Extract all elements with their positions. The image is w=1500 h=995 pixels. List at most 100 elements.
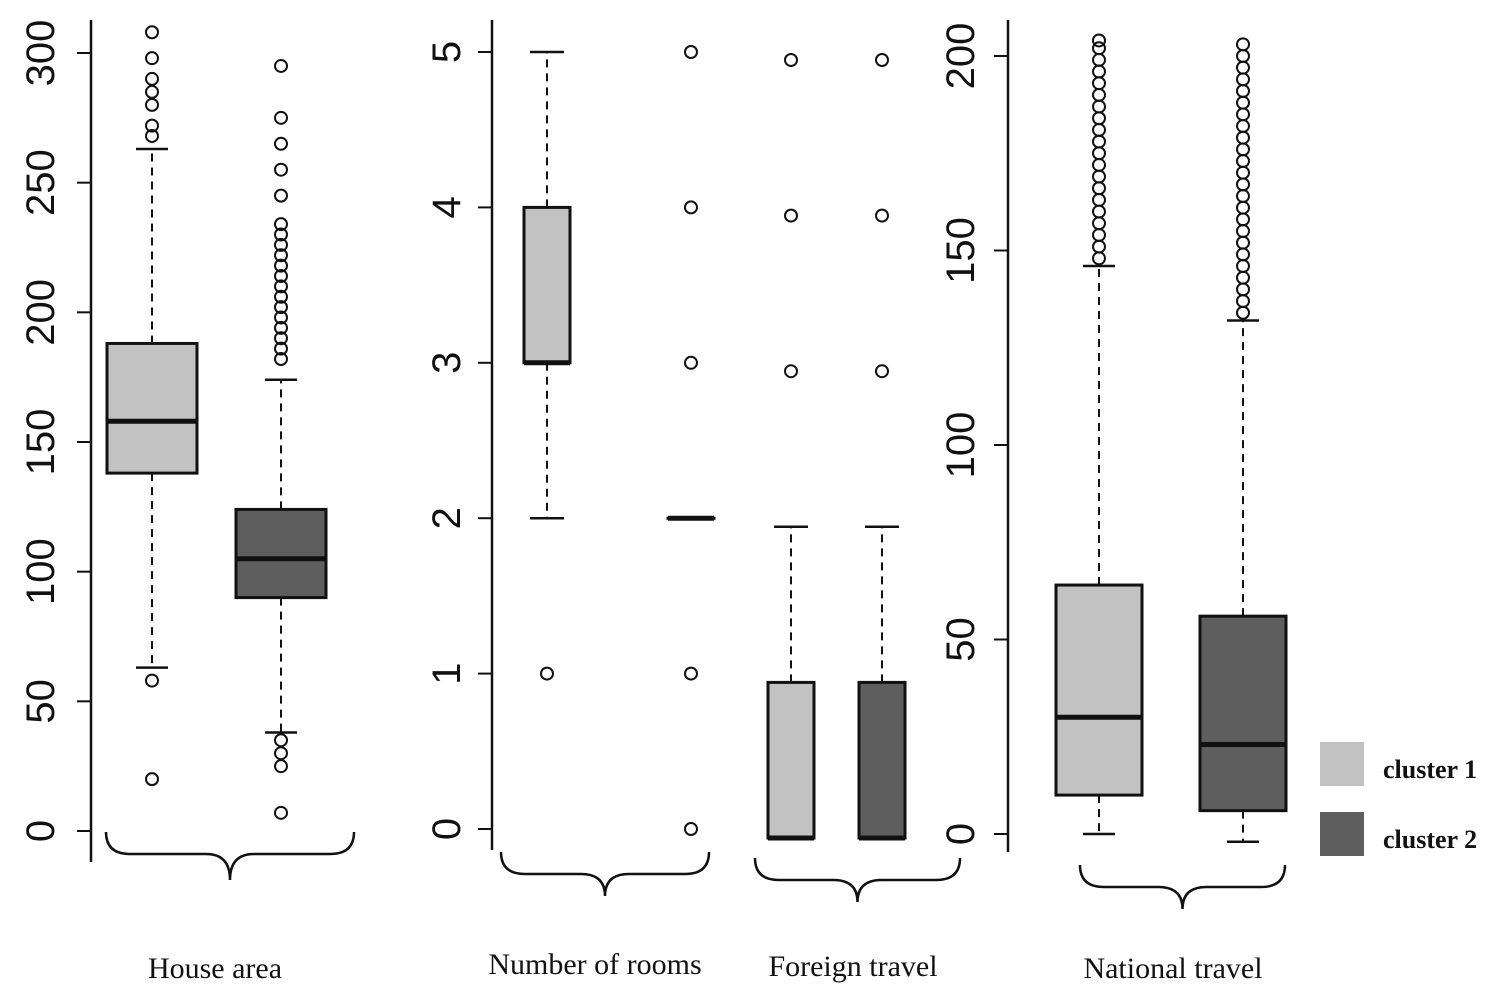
- box-2: [1198, 37, 1288, 844]
- outlier-point: [1236, 119, 1250, 134]
- outlier-point: [274, 279, 288, 294]
- box-1: [105, 25, 199, 787]
- outlier-point: [1236, 212, 1250, 227]
- outlier-point: [274, 331, 288, 346]
- outlier-point: [145, 97, 159, 112]
- outlier-point: [1092, 192, 1106, 207]
- outlier-point: [1236, 60, 1250, 75]
- outlier-point: [684, 666, 698, 681]
- box-2: [666, 45, 716, 836]
- outlier-point: [145, 673, 159, 688]
- outlier-point: [1092, 146, 1106, 161]
- legend-label: cluster 2: [1383, 825, 1477, 854]
- outlier-point: [145, 84, 159, 99]
- y-tick-label: 300: [19, 20, 63, 87]
- outlier-point: [1236, 235, 1250, 250]
- y-tick-label: 250: [19, 149, 63, 216]
- group-label: National travel: [1083, 952, 1262, 985]
- y-tick-label: 100: [19, 538, 63, 605]
- outlier-point: [145, 71, 159, 86]
- outlier-point: [274, 237, 288, 252]
- box-2: [857, 53, 907, 841]
- outlier-point: [274, 227, 288, 242]
- box-1: [522, 50, 572, 681]
- group-label: Number of rooms: [488, 948, 701, 981]
- outlier-point: [1236, 142, 1250, 157]
- outlier-point: [274, 248, 288, 263]
- outlier-point: [684, 822, 698, 836]
- outlier-point: [1092, 111, 1106, 126]
- outlier-point: [274, 746, 288, 761]
- outlier-point: [1236, 294, 1250, 309]
- group-brace: [499, 851, 711, 897]
- y-tick-label: 50: [19, 679, 63, 724]
- outlier-point: [274, 188, 288, 203]
- legend-label: cluster 1: [1383, 755, 1477, 784]
- outlier-point: [274, 352, 288, 367]
- group-brace: [104, 831, 356, 881]
- outlier-point: [875, 53, 889, 67]
- outlier-point: [1092, 157, 1106, 172]
- outlier-point: [1236, 37, 1250, 52]
- group-brace: [1078, 864, 1287, 910]
- iqr-box: [234, 507, 328, 600]
- outlier-point: [1236, 224, 1250, 239]
- box-1: [766, 53, 816, 841]
- outlier-point: [274, 289, 288, 304]
- outlier-point: [1092, 41, 1106, 56]
- outlier-point: [1092, 33, 1106, 48]
- outlier-point: [145, 128, 159, 143]
- outlier-point: [1236, 247, 1250, 262]
- panel-house-area: 0 50 100 150 200 250 300 House area: [19, 20, 356, 985]
- outlier-point: [274, 300, 288, 315]
- iqr-box: [857, 680, 907, 840]
- outlier-point: [1236, 49, 1250, 63]
- outlier-point: [145, 118, 159, 133]
- outlier-point: [1092, 251, 1106, 266]
- outlier-point: [875, 364, 889, 379]
- outlier-point: [274, 759, 288, 774]
- outlier-point: [1236, 165, 1250, 180]
- outlier-point: [1092, 122, 1106, 137]
- outlier-point: [1092, 216, 1106, 231]
- y-tick-label: 0: [939, 823, 983, 845]
- outlier-point: [1092, 87, 1106, 102]
- panel-national-travel: 0 50 100 150 200 National travel: [939, 20, 1288, 985]
- legend-swatch: [1320, 812, 1364, 856]
- outlier-point: [1092, 76, 1106, 91]
- outlier-point: [274, 110, 288, 125]
- iqr-box: [1054, 583, 1144, 797]
- outlier-point: [274, 310, 288, 325]
- group-brace: [753, 857, 962, 903]
- box-2: [234, 58, 328, 820]
- outlier-point: [875, 208, 889, 223]
- outlier-point: [274, 269, 288, 284]
- outlier-point: [1092, 64, 1106, 79]
- iqr-box: [1198, 614, 1288, 813]
- outlier-point: [1092, 52, 1106, 67]
- outlier-point: [274, 805, 288, 820]
- outlier-point: [274, 341, 288, 356]
- outlier-point: [1236, 84, 1250, 99]
- outlier-point: [1236, 200, 1250, 215]
- outlier-point: [1236, 130, 1250, 145]
- outlier-point: [145, 25, 159, 40]
- outlier-point: [274, 320, 288, 335]
- outlier-point: [1092, 227, 1106, 242]
- legend: cluster 1 cluster 2: [1320, 742, 1477, 856]
- y-tick-label: 200: [19, 279, 63, 346]
- y-tick-label: 3: [425, 352, 469, 374]
- y-tick-label: 50: [939, 617, 983, 662]
- outlier-point: [784, 208, 798, 223]
- y-tick-label: 1: [425, 662, 469, 684]
- outlier-point: [684, 45, 698, 59]
- outlier-point: [1236, 305, 1250, 320]
- outlier-point: [274, 136, 288, 151]
- outlier-point: [1092, 169, 1106, 184]
- outlier-point: [684, 200, 698, 215]
- y-tick-label: 0: [425, 818, 469, 840]
- outlier-point: [1092, 99, 1106, 114]
- y-tick-label: 4: [425, 196, 469, 218]
- outlier-point: [1092, 181, 1106, 196]
